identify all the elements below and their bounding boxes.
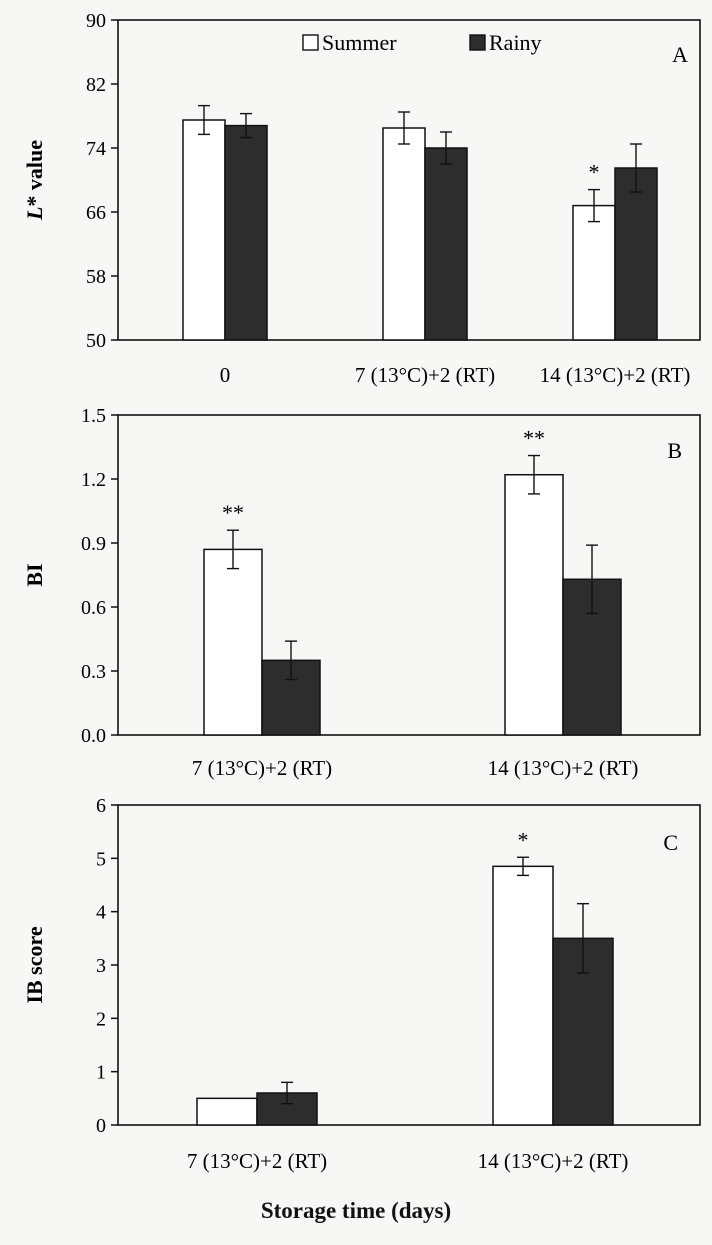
panel-label: C bbox=[663, 830, 678, 855]
panel-label: A bbox=[672, 42, 688, 67]
bar-summer bbox=[196, 1097, 258, 1126]
y-tick-label: 6 bbox=[96, 795, 106, 817]
x-category-label: 14 (13°C)+2 (RT) bbox=[488, 756, 639, 780]
legend-swatch-summer bbox=[302, 34, 319, 51]
y-tick-label: 1 bbox=[96, 1062, 106, 1084]
legend-label-summer: Summer bbox=[322, 30, 397, 55]
significance-marker: ** bbox=[222, 500, 244, 525]
y-tick-label: 5 bbox=[96, 848, 106, 870]
y-tick-label: 3 bbox=[96, 955, 106, 977]
x-category-label: 7 (13°C)+2 (RT) bbox=[355, 363, 495, 387]
bar-summer bbox=[492, 865, 554, 1126]
x-category-label: 14 (13°C)+2 (RT) bbox=[478, 1149, 629, 1173]
y-tick-label: 58 bbox=[86, 266, 106, 288]
y-tick-label: 50 bbox=[86, 330, 106, 352]
bar-summer bbox=[382, 127, 426, 341]
significance-marker: ** bbox=[523, 426, 545, 451]
y-tick-label: 74 bbox=[86, 138, 106, 160]
x-category-label: 7 (13°C)+2 (RT) bbox=[187, 1149, 327, 1173]
y-tick-label: 1.5 bbox=[81, 405, 106, 427]
significance-marker: * bbox=[589, 160, 600, 185]
y-tick-label: 4 bbox=[96, 902, 106, 924]
y-tick-label: 0.6 bbox=[81, 597, 106, 619]
significance-marker: * bbox=[518, 827, 529, 852]
y-tick-label: 0 bbox=[96, 1115, 106, 1137]
legend-label-rainy: Rainy bbox=[489, 30, 542, 55]
shared-x-axis-label: Storage time (days) bbox=[260, 1198, 452, 1223]
y-tick-label: 66 bbox=[86, 202, 106, 224]
legend-swatch-rainy bbox=[469, 34, 486, 51]
y-tick-label: 1.2 bbox=[81, 469, 106, 491]
bar-summer bbox=[203, 548, 263, 736]
y-tick-label: 2 bbox=[96, 1008, 106, 1030]
panel-label: B bbox=[667, 438, 682, 463]
y-tick-label: 0.3 bbox=[81, 661, 106, 683]
bar-rainy bbox=[614, 167, 658, 341]
y-tick-label: 82 bbox=[86, 74, 106, 96]
y-axis-label: IB score bbox=[22, 926, 47, 1003]
bar-rainy bbox=[424, 147, 468, 341]
bar-rainy bbox=[224, 124, 268, 341]
bar-summer bbox=[504, 473, 564, 736]
plot-frame-B bbox=[117, 414, 701, 736]
y-tick-label: 0.9 bbox=[81, 533, 106, 555]
x-category-label: 0 bbox=[220, 363, 231, 387]
y-tick-label: 0.0 bbox=[81, 725, 106, 747]
x-category-label: 14 (13°C)+2 (RT) bbox=[540, 363, 691, 387]
y-tick-label: 90 bbox=[86, 10, 106, 32]
y-axis-label: L* value bbox=[22, 140, 47, 221]
bar-summer bbox=[572, 204, 616, 341]
x-category-label: 7 (13°C)+2 (RT) bbox=[192, 756, 332, 780]
y-axis-label: BI bbox=[22, 563, 47, 586]
bar-summer bbox=[182, 119, 226, 341]
